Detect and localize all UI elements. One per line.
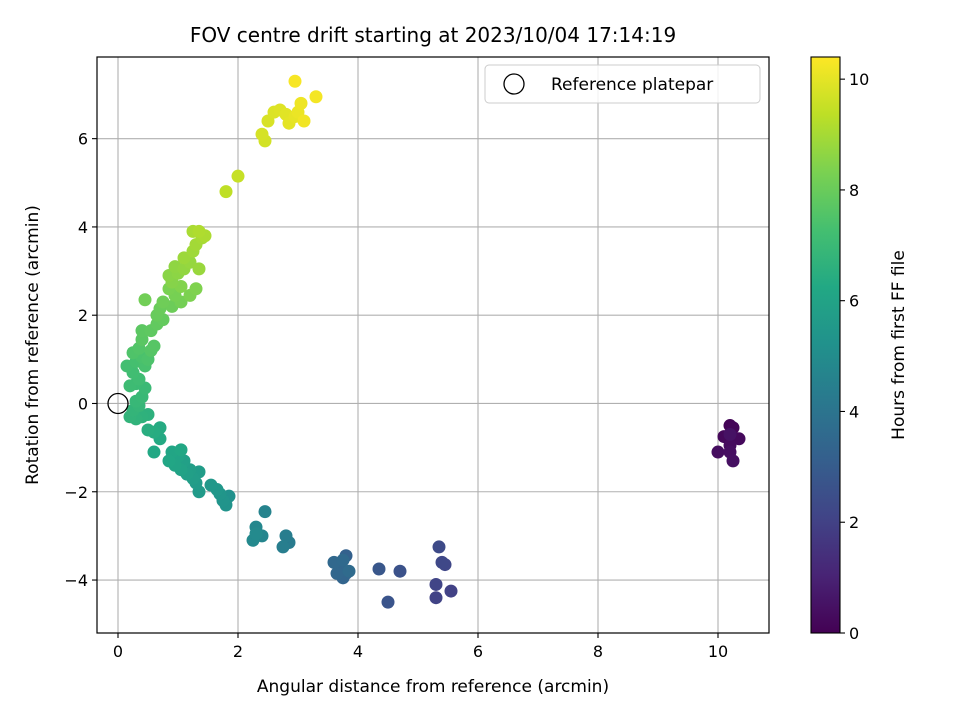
x-tick-label: 2 bbox=[233, 642, 243, 661]
data-point bbox=[429, 591, 443, 605]
x-axis-label: Angular distance from reference (arcmin) bbox=[257, 677, 609, 697]
y-tick-label: 6 bbox=[78, 130, 88, 149]
data-point bbox=[147, 445, 161, 459]
data-point bbox=[123, 379, 137, 393]
data-point bbox=[249, 527, 263, 541]
y-tick-label: 4 bbox=[78, 218, 88, 237]
colorbar: 0 2 4 6 8 10 Hours from first FF file bbox=[810, 56, 909, 643]
data-point bbox=[231, 169, 245, 183]
y-axis-ticks: −4 −2 0 2 4 6 bbox=[64, 130, 97, 590]
legend-box bbox=[484, 64, 761, 104]
plot-area-frame bbox=[96, 56, 770, 634]
data-point bbox=[342, 564, 356, 578]
data-point bbox=[135, 324, 149, 338]
colorbar-tick-label: 2 bbox=[849, 513, 859, 532]
data-point bbox=[435, 555, 449, 569]
data-point bbox=[177, 251, 191, 265]
legend-entry-reference: Reference platepar bbox=[551, 75, 713, 95]
x-axis-ticks: 0 2 4 6 8 10 bbox=[113, 633, 728, 661]
colorbar-tick-label: 10 bbox=[849, 70, 869, 89]
data-point bbox=[288, 74, 302, 88]
data-point bbox=[189, 282, 203, 296]
colorbar-frame bbox=[810, 56, 841, 634]
reference-marker-layer bbox=[107, 392, 129, 415]
reference-platepar-marker bbox=[107, 392, 129, 415]
data-point bbox=[429, 577, 443, 591]
colorbar-tick-label: 4 bbox=[849, 402, 859, 421]
data-point bbox=[330, 566, 344, 580]
data-point bbox=[138, 293, 152, 307]
x-tick-label: 8 bbox=[593, 642, 603, 661]
data-point bbox=[711, 445, 725, 459]
data-point bbox=[219, 185, 233, 199]
y-tick-label: −4 bbox=[64, 571, 88, 590]
data-point bbox=[279, 529, 293, 543]
y-tick-label: −2 bbox=[64, 483, 88, 502]
colorbar-tick-label: 6 bbox=[849, 292, 859, 311]
x-tick-label: 6 bbox=[473, 642, 483, 661]
colorbar-tick-label: 0 bbox=[849, 624, 859, 643]
y-tick-label: 0 bbox=[78, 394, 88, 413]
colorbar-ticks: 0 2 4 6 8 10 bbox=[840, 70, 869, 643]
data-point bbox=[204, 478, 218, 492]
data-point bbox=[141, 423, 155, 437]
y-tick-label: 2 bbox=[78, 306, 88, 325]
data-point bbox=[381, 595, 395, 609]
legend-reference-marker bbox=[503, 73, 525, 95]
grid bbox=[97, 57, 769, 633]
data-point bbox=[192, 224, 206, 238]
colorbar-tick-label: 8 bbox=[849, 181, 859, 200]
legend: Reference platepar bbox=[484, 64, 761, 104]
data-point bbox=[294, 96, 308, 110]
y-axis-label: Rotation from reference (arcmin) bbox=[23, 205, 43, 485]
data-point bbox=[162, 454, 176, 468]
data-point bbox=[372, 562, 386, 576]
colorbar-gradient bbox=[811, 57, 840, 633]
data-point bbox=[255, 127, 269, 141]
data-point bbox=[336, 553, 350, 567]
x-tick-label: 0 bbox=[113, 642, 123, 661]
data-point bbox=[723, 427, 737, 441]
colorbar-label: Hours from first FF file bbox=[889, 250, 909, 440]
data-point bbox=[309, 90, 323, 104]
data-point bbox=[192, 262, 206, 276]
data-point bbox=[156, 295, 170, 309]
x-tick-label: 10 bbox=[708, 642, 728, 661]
data-point bbox=[174, 443, 188, 457]
chart-title: FOV centre drift starting at 2023/10/04 … bbox=[190, 23, 676, 47]
data-point bbox=[297, 114, 311, 128]
x-tick-label: 4 bbox=[353, 642, 363, 661]
data-point bbox=[393, 564, 407, 578]
data-point bbox=[726, 454, 740, 468]
data-point bbox=[432, 540, 446, 554]
data-point bbox=[444, 584, 458, 598]
data-point bbox=[276, 540, 290, 554]
data-point bbox=[147, 339, 161, 353]
data-point bbox=[258, 505, 272, 519]
scatter-points bbox=[120, 74, 746, 609]
